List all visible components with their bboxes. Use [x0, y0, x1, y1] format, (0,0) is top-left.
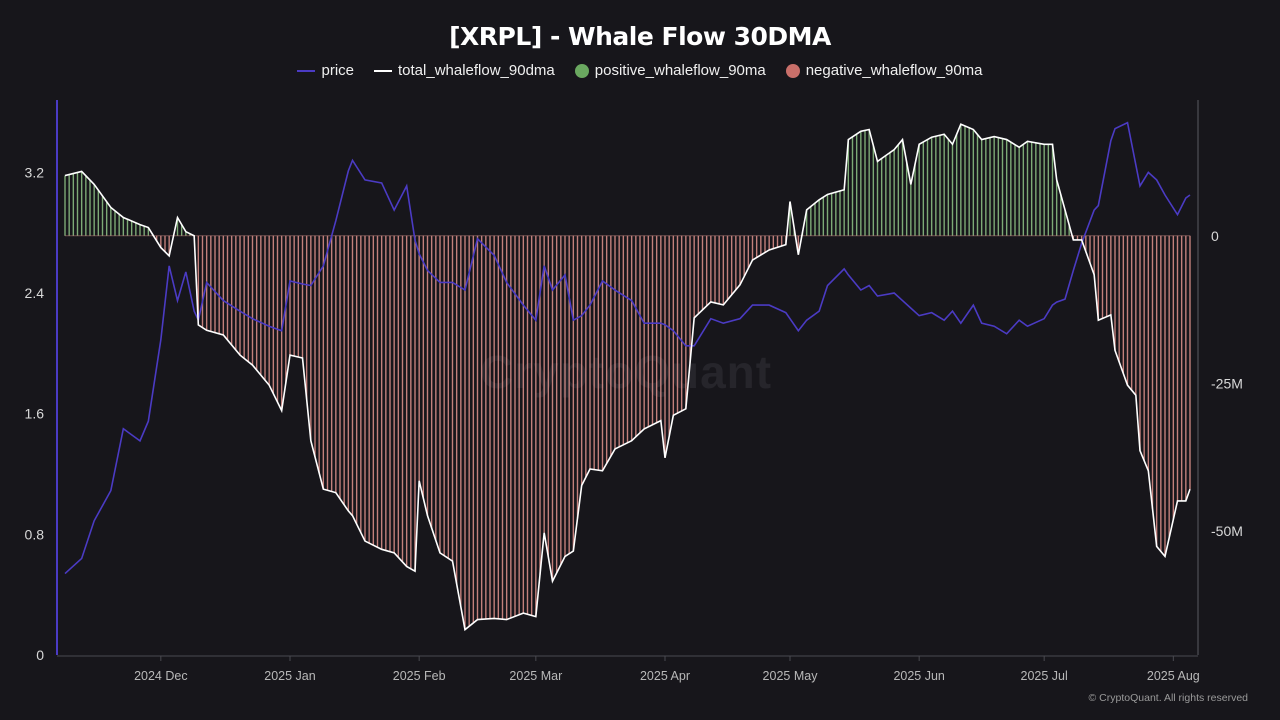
copyright: © CryptoQuant. All rights reserved	[1088, 692, 1248, 704]
right-tick-label: 0	[1211, 228, 1219, 244]
positive-swatch	[574, 63, 589, 78]
left-tick-label: 1.6	[25, 406, 45, 422]
price-swatch	[297, 69, 316, 72]
legend-item-negative[interactable]: negative_whaleflow_90ma	[785, 62, 983, 79]
legend-label: negative_whaleflow_90ma	[805, 62, 983, 79]
left-tick-label: 3.2	[25, 164, 45, 180]
legend: price total_whaleflow_90dma positive_wha…	[0, 62, 1280, 79]
legend-label: total_whaleflow_90dma	[398, 62, 555, 79]
left-tick-label: 0.8	[25, 526, 45, 542]
x-tick-label: 2025 Aug	[1147, 669, 1200, 683]
negative-swatch	[785, 63, 800, 78]
flow-bars	[64, 124, 1191, 630]
right-tick-label: -25M	[1211, 375, 1243, 391]
chart-title: [XRPL] - Whale Flow 30DMA	[449, 22, 831, 51]
x-tick-label: 2025 Apr	[640, 669, 690, 683]
legend-label: price	[321, 62, 354, 79]
x-tick-label: 2024 Dec	[134, 669, 188, 683]
legend-item-positive[interactable]: positive_whaleflow_90ma	[574, 62, 766, 79]
x-tick-label: 2025 Mar	[509, 669, 562, 683]
x-tick-label: 2025 Feb	[393, 669, 446, 683]
x-tick-label: 2025 Jan	[264, 669, 315, 683]
x-tick-label: 2025 Jul	[1021, 669, 1068, 683]
left-tick-label: 0	[36, 647, 44, 663]
legend-item-total[interactable]: total_whaleflow_90dma	[374, 62, 555, 79]
watermark: CryptoQuant	[480, 346, 773, 398]
series-lines	[64, 121, 1191, 632]
legend-item-price[interactable]: price	[297, 62, 354, 79]
x-tick-label: 2025 May	[763, 669, 819, 683]
right-tick-label: -50M	[1211, 523, 1243, 539]
price-line	[64, 121, 1191, 575]
axes: 0 0.8 1.6 2.4 3.2 0 -25M -50M 2024 Dec 2025 Jan 20…	[25, 100, 1243, 683]
x-tick-label: 2025 Jun	[893, 669, 944, 683]
legend-label: positive_whaleflow_90ma	[594, 62, 766, 79]
left-tick-label: 2.4	[25, 285, 45, 301]
total-whaleflow-line	[64, 123, 1191, 632]
total-swatch	[374, 69, 392, 72]
